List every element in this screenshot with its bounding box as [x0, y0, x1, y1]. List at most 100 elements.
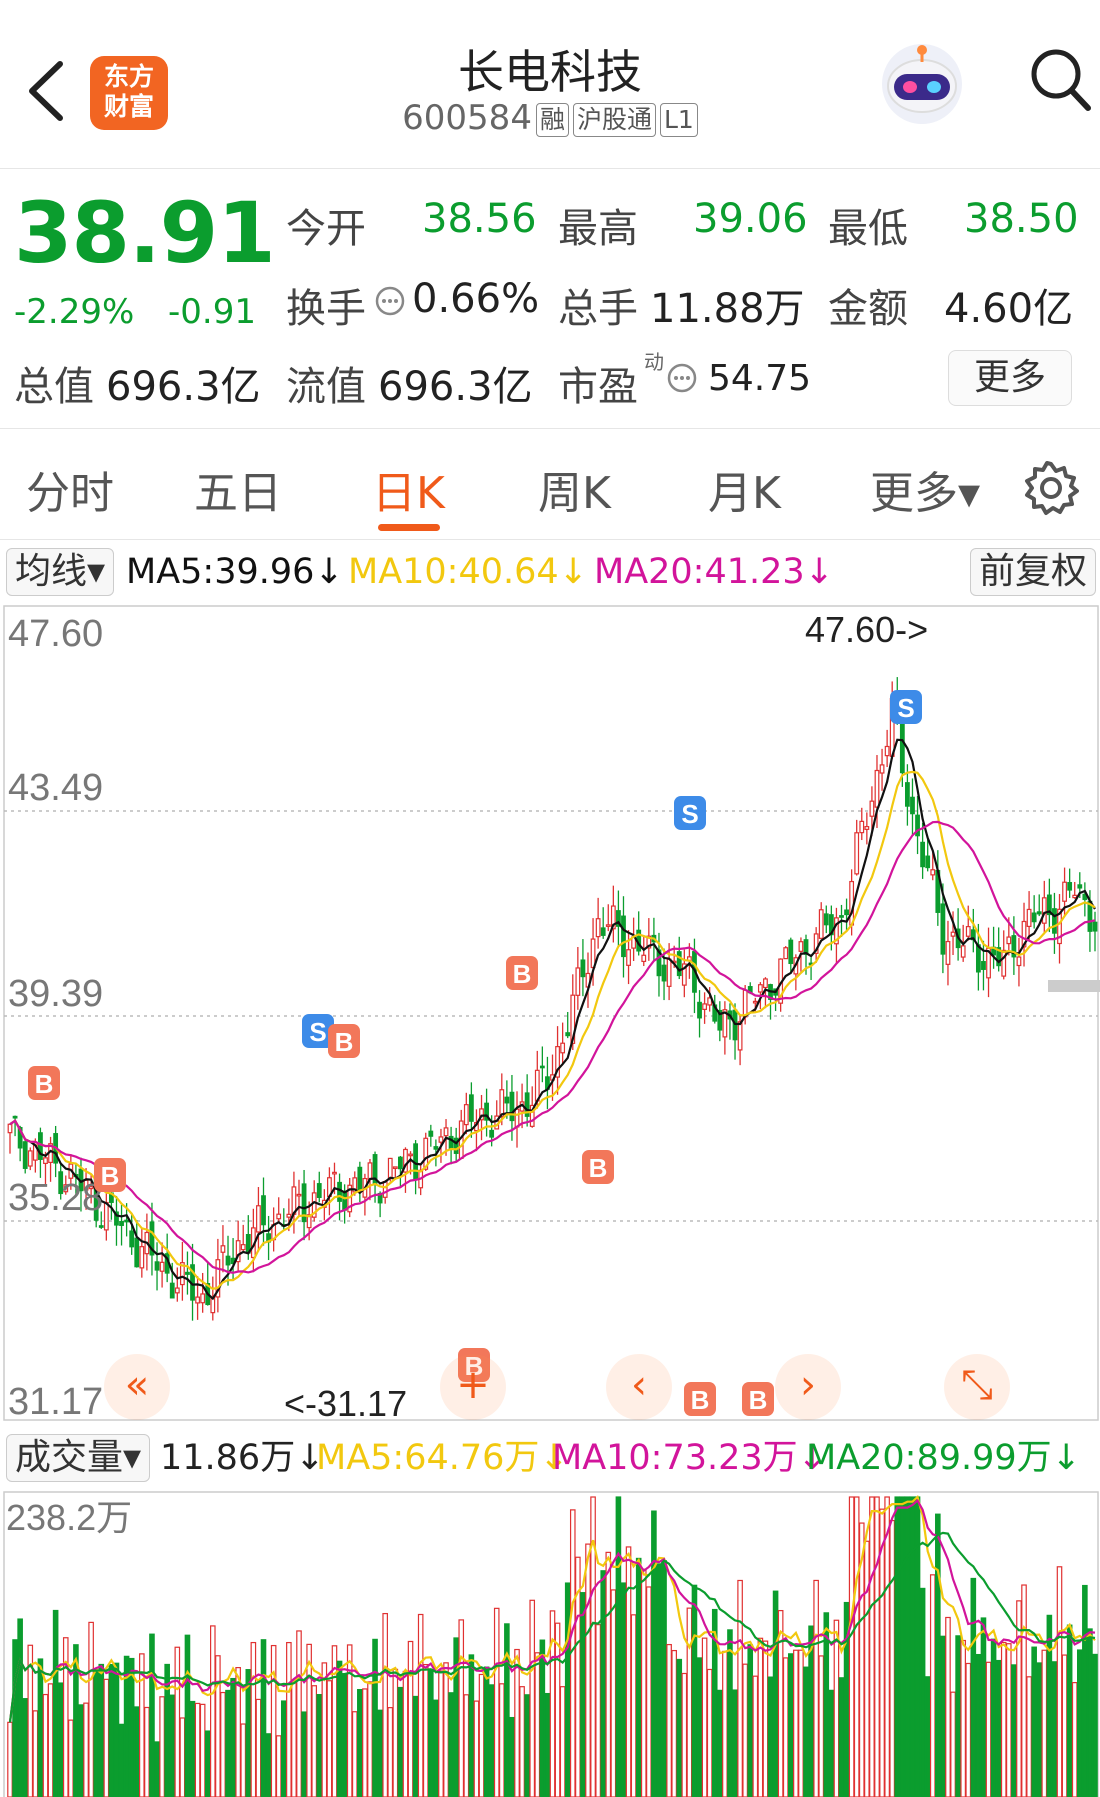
pe-info-icon[interactable]	[666, 362, 698, 394]
candle-body	[185, 1271, 190, 1275]
candle-body	[722, 1009, 728, 1038]
candle-body	[58, 1171, 64, 1195]
candle-body	[1011, 935, 1017, 958]
back-arrow-icon[interactable]	[22, 56, 72, 126]
volume-bar	[392, 1668, 399, 1797]
turnover-label: 换手	[286, 286, 366, 332]
search-icon[interactable]	[1028, 44, 1094, 114]
candle-body	[534, 1069, 540, 1102]
volume-bar	[88, 1621, 94, 1797]
candle-body	[869, 800, 875, 817]
candle-body	[605, 924, 611, 927]
volume-bar	[52, 1609, 59, 1797]
volume-bar	[747, 1644, 754, 1797]
current-price: 38.91	[14, 184, 276, 282]
volume-bar	[144, 1706, 150, 1797]
candle-body	[925, 855, 931, 869]
mktcap-value: 696.3亿	[106, 364, 261, 410]
volume-bar	[270, 1644, 277, 1797]
vol-ma10-line	[8, 1498, 1096, 1723]
volume-bar	[869, 1496, 875, 1797]
buy-signal-badge	[582, 1150, 614, 1184]
volume-bar	[346, 1644, 353, 1797]
nav-add-icon[interactable]: +	[440, 1354, 506, 1420]
volume-bar	[453, 1637, 459, 1797]
candle-body	[276, 1213, 282, 1220]
volume-bar	[1082, 1584, 1088, 1797]
candle-body	[1016, 956, 1022, 967]
more-quote-button[interactable]: 更多	[948, 350, 1072, 406]
candle-body	[119, 1220, 124, 1226]
tab-weekly-k[interactable]: 周K	[538, 468, 611, 519]
pe-value: 54.75	[708, 358, 812, 399]
candle-body	[316, 1183, 322, 1198]
candle-body	[63, 1184, 69, 1193]
sell-signal-badge	[890, 690, 922, 724]
nav-left-icon[interactable]: ‹	[606, 1354, 672, 1420]
kline-chart[interactable]: 47.60 43.49 39.39 35.28 31.17 47.60-> <-…	[0, 604, 1100, 1424]
volume-bar	[478, 1673, 485, 1797]
volume-bar	[651, 1510, 657, 1797]
volume-bar	[438, 1670, 444, 1797]
volume-bar	[118, 1723, 125, 1797]
volume-bar	[321, 1662, 328, 1797]
volume-bar	[722, 1650, 728, 1797]
indicator-selector[interactable]: 均线▾	[6, 548, 115, 596]
volume-chart[interactable]: 238.2万	[0, 1490, 1100, 1797]
high-value: 39.06	[693, 196, 808, 242]
candle-body	[1041, 897, 1047, 924]
volume-bar	[149, 1633, 155, 1797]
volume-bar	[625, 1546, 632, 1797]
volume-bar	[914, 1496, 921, 1797]
volume-bar	[377, 1709, 383, 1797]
nav-fast-left-icon[interactable]: «	[104, 1354, 170, 1420]
tab-five-day[interactable]: 五日	[194, 468, 282, 519]
candle-body	[666, 958, 672, 987]
tab-more[interactable]: 更多▾	[870, 468, 981, 519]
volume-bar	[113, 1662, 120, 1797]
vol-ma5-legend: MA5:64.76万↓	[316, 1438, 569, 1478]
volume-bar	[367, 1681, 373, 1797]
volume-bar	[108, 1663, 115, 1797]
volume-bar	[635, 1557, 642, 1797]
settings-gear-icon[interactable]	[1022, 459, 1080, 517]
volume-indicator-selector[interactable]: 成交量▾	[6, 1434, 151, 1482]
volume-bar	[909, 1496, 916, 1797]
candle-body	[200, 1293, 206, 1304]
volume-bar	[1011, 1664, 1017, 1797]
candle-body	[565, 1032, 571, 1037]
volume-legend-row: 成交量▾ 11.86万↓ MA5:64.76万↓ MA10:73.23万↓ MA…	[0, 1428, 1100, 1488]
low-label: 最低	[828, 206, 908, 252]
candle-body	[443, 1127, 449, 1137]
pe-dynamic-sup: 动	[644, 350, 664, 374]
turnover-info-icon[interactable]	[374, 285, 406, 317]
tab-daily-k[interactable]: 日K	[372, 468, 445, 519]
candle-body	[1062, 881, 1067, 902]
volume-bar	[417, 1613, 424, 1797]
tab-monthly-k[interactable]: 月K	[708, 468, 781, 519]
candle-body	[468, 1094, 474, 1122]
volume-bar	[225, 1689, 231, 1797]
tab-intraday[interactable]: 分时	[26, 468, 114, 519]
volume-bar	[1066, 1624, 1073, 1797]
price-adjust-button[interactable]: 前复权	[970, 548, 1097, 596]
candle-body	[382, 1180, 388, 1198]
candle-body	[940, 903, 946, 955]
robot-avatar-icon[interactable]	[876, 36, 968, 128]
candle-body	[707, 997, 713, 1006]
amount-value: 4.60亿	[944, 286, 1074, 332]
volume-bar	[73, 1644, 79, 1797]
volume-bar	[717, 1689, 723, 1797]
volume-bar	[676, 1658, 683, 1797]
candle-body	[930, 869, 936, 876]
candle-body	[702, 1003, 708, 1010]
nav-right-icon[interactable]: ›	[775, 1354, 841, 1420]
candle-body	[905, 782, 910, 807]
candle-body	[844, 909, 849, 916]
volume-bar	[336, 1660, 343, 1797]
candle-body	[514, 1108, 520, 1128]
candle-body	[661, 964, 667, 982]
volume-value: 11.88万	[650, 286, 805, 332]
candle-body	[580, 959, 586, 978]
expand-icon[interactable]: ⤡	[944, 1354, 1010, 1420]
